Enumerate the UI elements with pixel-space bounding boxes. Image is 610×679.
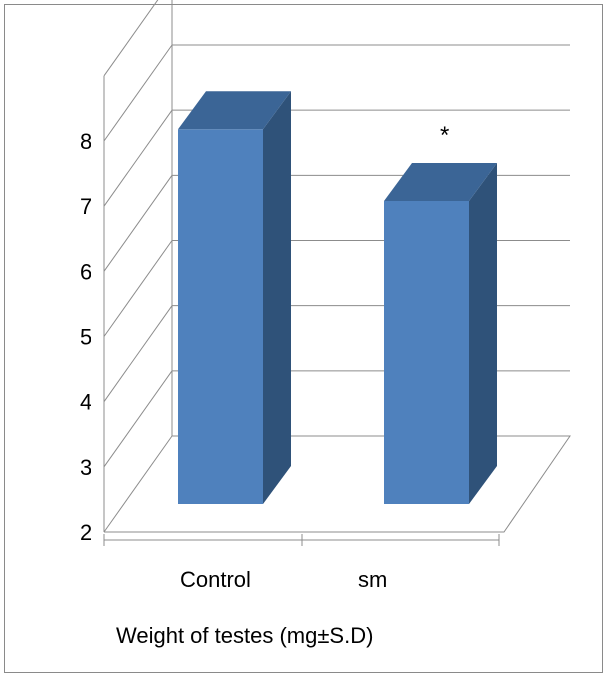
x-axis-label: Weight of testes (mg±S.D) bbox=[116, 623, 373, 648]
bar-top bbox=[178, 91, 291, 130]
side-gridline bbox=[103, 435, 173, 533]
y-tick-label: 3 bbox=[80, 455, 92, 480]
side-gridline bbox=[103, 370, 173, 468]
bar-front bbox=[178, 129, 263, 504]
y-tick-label: 4 bbox=[80, 390, 92, 415]
side-gridline bbox=[103, 109, 173, 207]
y-axis-ticks: 2 3 4 5 6 7 8 bbox=[80, 120, 103, 560]
side-gridline bbox=[103, 305, 173, 402]
significance-marker: * bbox=[440, 122, 449, 149]
gridlines bbox=[103, 0, 570, 533]
chart-walls bbox=[103, 0, 571, 533]
bars: * bbox=[178, 91, 497, 505]
y-tick-label: 8 bbox=[80, 129, 92, 154]
bar-front bbox=[384, 200, 469, 504]
side-gridline bbox=[103, 44, 173, 142]
bar-side bbox=[469, 162, 497, 504]
side-gridline bbox=[103, 240, 173, 337]
floor-outline bbox=[104, 0, 571, 533]
side-gridline bbox=[103, 0, 159, 77]
x-tick-label: sm bbox=[358, 567, 387, 592]
y-tick-label: 2 bbox=[80, 520, 92, 545]
x-tick-label: Control bbox=[180, 567, 251, 592]
bar-top bbox=[384, 162, 497, 201]
bar-side bbox=[263, 91, 291, 505]
side-gridline bbox=[103, 175, 173, 272]
y-tick-label: 5 bbox=[80, 325, 92, 350]
tick-mask bbox=[91, 120, 103, 560]
x-axis: Control sm bbox=[103, 534, 500, 592]
y-tick-label: 6 bbox=[80, 259, 92, 284]
y-tick-label: 7 bbox=[80, 194, 92, 219]
